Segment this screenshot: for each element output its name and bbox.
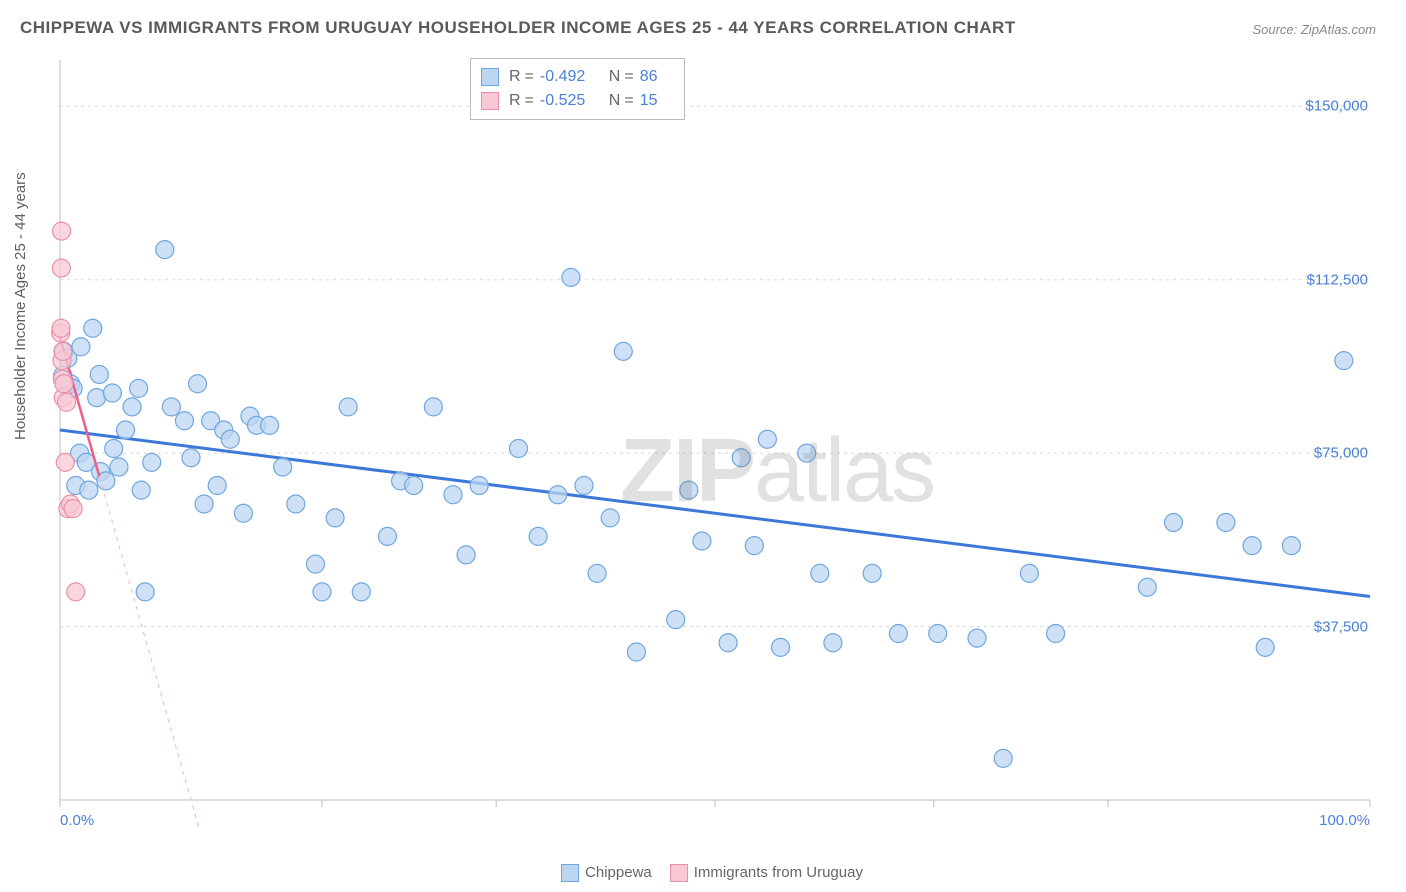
ytick-label: $112,500 — [1307, 271, 1368, 288]
ytick-label: $37,500 — [1314, 618, 1368, 635]
stat-eq: = — [624, 92, 633, 110]
chart-svg — [50, 50, 1380, 830]
stat-n-label: N — [609, 92, 621, 110]
chart-area: ZIPatlas $37,500$75,000$112,500$150,000 … — [50, 50, 1380, 830]
stat-r-value: -0.492 — [540, 68, 600, 86]
legend-swatch — [561, 864, 579, 882]
xtick-label: 100.0% — [1319, 812, 1370, 829]
stat-n-value: 86 — [640, 68, 670, 86]
stat-eq: = — [525, 92, 534, 110]
stat-eq: = — [624, 68, 633, 86]
legend-label: Chippewa — [585, 864, 652, 881]
y-axis-label: Householder Income Ages 25 - 44 years — [12, 172, 29, 440]
chart-title: CHIPPEWA VS IMMIGRANTS FROM URUGUAY HOUS… — [20, 18, 1016, 38]
ytick-label: $150,000 — [1305, 98, 1368, 115]
stat-r-value: -0.525 — [540, 92, 600, 110]
xtick-label: 0.0% — [60, 812, 94, 829]
stat-r-label: R — [509, 92, 521, 110]
bottom-legend: Chippewa Immigrants from Uruguay — [0, 864, 1406, 882]
legend-swatch — [670, 864, 688, 882]
stat-r-label: R — [509, 68, 521, 86]
stat-box: R=-0.492 N=86R=-0.525 N=15 — [470, 58, 685, 120]
stat-row: R=-0.525 N=15 — [481, 89, 670, 113]
stat-n-value: 15 — [640, 92, 670, 110]
stat-n-label: N — [609, 68, 621, 86]
ytick-label: $75,000 — [1314, 445, 1368, 462]
stat-swatch — [481, 92, 499, 110]
source-label: Source: ZipAtlas.com — [1252, 22, 1376, 37]
stat-swatch — [481, 68, 499, 86]
legend-label: Immigrants from Uruguay — [694, 864, 863, 881]
stat-row: R=-0.492 N=86 — [481, 65, 670, 89]
stat-eq: = — [525, 68, 534, 86]
